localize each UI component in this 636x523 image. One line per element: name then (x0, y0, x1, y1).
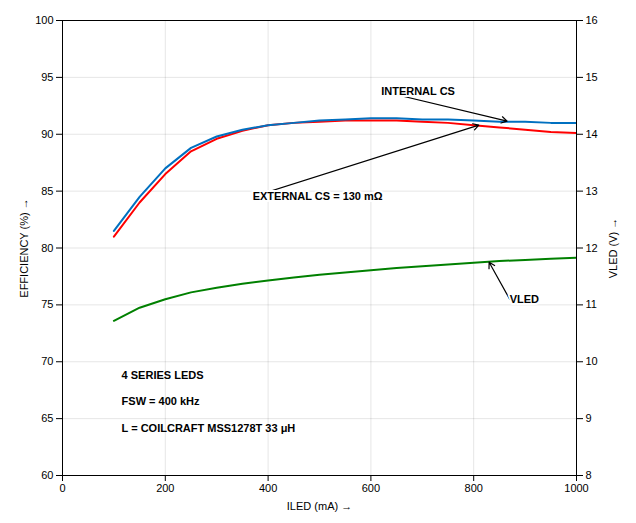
svg-text:L = COILCRAFT MSS1278T 33 μH: L = COILCRAFT MSS1278T 33 μH (122, 422, 296, 434)
svg-text:85: 85 (41, 185, 53, 197)
svg-text:600: 600 (362, 482, 380, 494)
svg-text:15: 15 (586, 71, 598, 83)
svg-text:9: 9 (586, 412, 592, 424)
svg-text:VLED (V) →: VLED (V) → (607, 218, 619, 279)
svg-text:VLED: VLED (510, 293, 539, 305)
svg-text:400: 400 (259, 482, 277, 494)
svg-text:70: 70 (41, 355, 53, 367)
svg-text:80: 80 (41, 242, 53, 254)
svg-text:1000: 1000 (564, 482, 588, 494)
svg-text:100: 100 (35, 14, 53, 26)
svg-text:0: 0 (59, 482, 65, 494)
svg-text:EFFICIENCY (%) →: EFFICIENCY (%) → (18, 198, 30, 297)
svg-text:13: 13 (586, 185, 598, 197)
svg-text:12: 12 (586, 242, 598, 254)
svg-text:10: 10 (586, 355, 598, 367)
svg-text:95: 95 (41, 71, 53, 83)
svg-text:75: 75 (41, 298, 53, 310)
svg-text:INTERNAL CS: INTERNAL CS (381, 85, 455, 97)
svg-text:11: 11 (586, 298, 597, 310)
svg-text:8: 8 (586, 469, 592, 481)
svg-text:14: 14 (586, 128, 598, 140)
svg-text:60: 60 (41, 469, 53, 481)
svg-text:EXTERNAL CS = 130 mΩ: EXTERNAL CS = 130 mΩ (253, 190, 383, 202)
svg-text:ILED (mA) →: ILED (mA) → (287, 500, 352, 512)
svg-text:90: 90 (41, 128, 53, 140)
svg-text:800: 800 (465, 482, 483, 494)
svg-text:65: 65 (41, 412, 53, 424)
svg-text:16: 16 (586, 14, 598, 26)
svg-text:4 SERIES LEDS: 4 SERIES LEDS (122, 369, 204, 381)
svg-text:200: 200 (156, 482, 174, 494)
svg-text:FSW = 400 kHz: FSW = 400 kHz (122, 395, 200, 407)
